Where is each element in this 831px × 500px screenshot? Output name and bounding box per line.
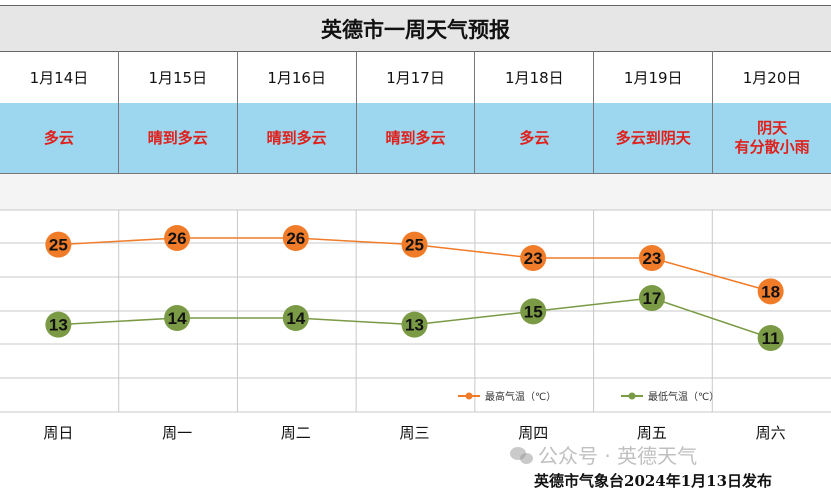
weekday-label: 周四	[518, 424, 548, 442]
low-temp-label: 17	[642, 289, 661, 308]
weekday-label: 周一	[162, 424, 192, 442]
high-temp-label: 26	[168, 229, 187, 248]
forecast-title: 英德市一周天气预报	[0, 5, 831, 52]
high-temp-point	[164, 225, 191, 251]
weather-row: 多云 晴到多云 晴到多云 晴到多云 多云 多云到阴天 阴天 有分散小雨	[0, 103, 831, 174]
weekday-label: 周三	[399, 424, 429, 442]
weather-cell: 多云	[475, 103, 595, 173]
low-temp-point	[520, 298, 547, 325]
watermark: 公众号 · 英德天气	[510, 440, 697, 469]
weekday-label: 周日	[43, 424, 73, 442]
low-temp-point	[45, 311, 72, 338]
weekday-label: 周二	[281, 424, 311, 442]
date-cell: 1月14日	[0, 51, 119, 103]
weather-cell: 晴到多云	[119, 103, 238, 173]
low-temp-label: 13	[49, 316, 68, 335]
low-temp-label: 14	[286, 309, 305, 328]
weekday-label: 周六	[756, 424, 786, 442]
high-temp-label: 25	[405, 236, 424, 255]
high-temp-point	[520, 245, 547, 271]
legend-label: 最低气温（℃）	[648, 390, 719, 403]
high-temp-label: 23	[524, 249, 543, 268]
legend-swatch-marker	[628, 392, 636, 400]
publish-footer: 英德市气象台2024年1月13日发布	[534, 472, 773, 490]
high-temp-label: 26	[286, 229, 305, 248]
low-temp-label: 11	[762, 329, 780, 348]
wechat-icon	[510, 445, 534, 465]
low-temp-point	[164, 305, 191, 331]
date-cell: 1月18日	[475, 51, 595, 103]
high-temp-label: 18	[761, 282, 780, 301]
high-temp-point	[401, 231, 428, 258]
weekday-label: 周五	[637, 424, 667, 442]
low-temp-point	[401, 311, 428, 338]
low-temp-point	[282, 305, 309, 331]
high-temp-label: 23	[642, 249, 661, 268]
high-temp-label: 25	[49, 236, 68, 255]
weather-cell: 多云到阴天	[594, 103, 714, 173]
date-cell: 1月20日	[742, 68, 802, 87]
low-temp-label: 13	[405, 316, 424, 335]
high-temp-point	[45, 231, 72, 258]
date-row: 1月14日 1月15日 1月16日 1月17日 1月18日 1月19日 1月20…	[0, 51, 831, 104]
date-cell: 1月17日	[357, 51, 476, 103]
low-temp-point	[638, 285, 665, 311]
legend-swatch-marker	[465, 392, 473, 400]
low-temp-point	[757, 325, 784, 351]
weather-cell: 阴天 有分散小雨	[734, 119, 810, 156]
high-temp-point	[638, 245, 665, 271]
chart-top-band	[0, 174, 831, 210]
low-temp-label: 15	[524, 302, 543, 321]
weather-cell: 多云	[0, 103, 119, 173]
weather-cell: 晴到多云	[357, 103, 476, 173]
low-temp-label: 14	[168, 309, 187, 328]
weather-cell: 晴到多云	[238, 103, 357, 173]
date-cell: 1月19日	[594, 51, 714, 103]
high-temp-point	[282, 225, 309, 251]
date-cell: 1月15日	[119, 51, 238, 103]
date-cell: 1月16日	[238, 51, 357, 103]
high-temp-point	[757, 278, 784, 305]
watermark-text: 公众号 · 英德天气	[538, 444, 698, 468]
legend-label: 最高气温（℃）	[485, 390, 556, 403]
